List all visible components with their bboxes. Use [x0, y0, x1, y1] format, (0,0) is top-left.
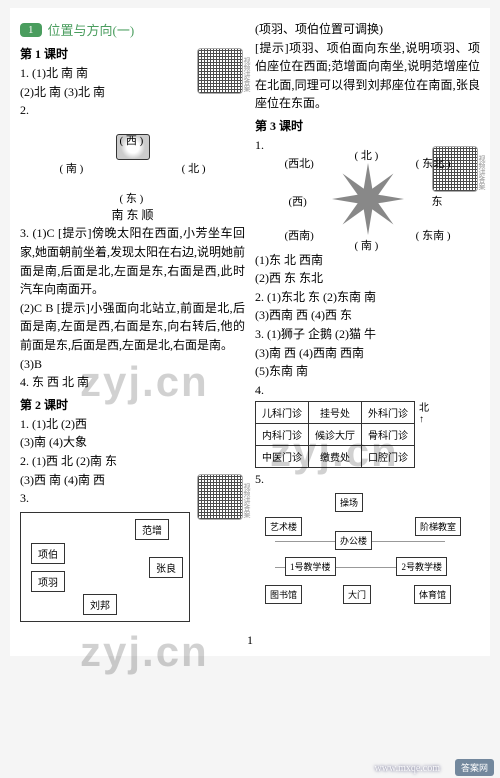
- r2: 2. (1)东北 东 (2)东南 南: [255, 288, 480, 307]
- campus-gym: 体育馆: [414, 585, 451, 604]
- q3a: 3. (1)C [提示]傍晚太阳在西面,小芳坐车回家,她面朝前坐着,发现太阳在右…: [20, 224, 245, 298]
- cell: 口腔门诊: [362, 446, 415, 468]
- dir-south: ( 南 ): [60, 160, 84, 176]
- qr-code-icon: 视频讲答案: [197, 48, 243, 94]
- dir-north: ( 北 ): [182, 160, 206, 176]
- qr-label: 视频讲答案: [477, 155, 487, 190]
- dir-west: ( 西 ): [120, 132, 144, 148]
- campus-lib: 图书馆: [265, 585, 302, 604]
- q2-tail: 南 东 顺: [20, 206, 245, 225]
- campus-stair: 阶梯教室: [415, 517, 461, 536]
- cell: 儿科门诊: [256, 402, 309, 424]
- cell: 骨科门诊: [362, 424, 415, 446]
- compass-s: ( 南 ): [355, 237, 379, 253]
- compass-e: 东: [432, 193, 443, 209]
- q2-head: 2.: [20, 101, 245, 120]
- r3c: (5)东南 南: [255, 362, 480, 381]
- r4: 4.: [255, 381, 480, 400]
- q3b: (2)C B [提示]小强面向北站立,前面是北,后面是南,左面是西,右面是东,向…: [20, 299, 245, 355]
- seating-diagram: 范增 项伯 张良 项羽 刘邦: [20, 512, 190, 622]
- lesson2-title: 第 2 课时: [20, 396, 245, 413]
- left-column: 1 位置与方向(一) 第 1 课时 视频讲答案 1. (1)北 南 南 (2)北…: [20, 20, 245, 626]
- l2q1: 1. (1)北 (2)西: [20, 415, 245, 434]
- cell: 缴费处: [309, 446, 362, 468]
- q4: 4. 东 西 北 南: [20, 373, 245, 392]
- campus-playground: 操场: [335, 493, 363, 512]
- cell: 内科门诊: [256, 424, 309, 446]
- seat-zhangliang: 张良: [149, 557, 183, 578]
- footer-site: www.mxqe.com: [375, 763, 440, 774]
- hospital-table: 儿科门诊 挂号处 外科门诊 内科门诊 候诊大厅 骨科门诊 中医门诊 缴费处 口腔…: [255, 401, 415, 468]
- campus-gate: 大门: [343, 585, 371, 604]
- cell: 外科门诊: [362, 402, 415, 424]
- r3: 3. (1)狮子 企鹅 (2)猫 牛: [255, 325, 480, 344]
- intro1: (项羽、项伯位置可调换): [255, 20, 480, 39]
- qr-label: 视频讲答案: [242, 57, 252, 92]
- cell: 中医门诊: [256, 446, 309, 468]
- compass-diagram: ( 北 ) ( 东北 ) 东 ( 东南 ) ( 南 ) (西南) (西) (西北…: [303, 159, 433, 239]
- campus-art: 艺术楼: [265, 517, 302, 536]
- campus-office: 办公楼: [335, 531, 372, 550]
- campus-t1: 1号教学楼: [285, 557, 336, 576]
- campus-diagram: 操场 艺术楼 办公楼 阶梯教室 1号教学楼 2号教学楼 图书馆 大门 体育馆: [255, 493, 465, 613]
- q3c: (3)B: [20, 355, 245, 374]
- lesson3-title: 第 3 课时: [255, 117, 480, 134]
- section-header: 1 位置与方向(一): [20, 20, 245, 39]
- r2b: (3)西南 西 (4)西 东: [255, 306, 480, 325]
- seat-xiangyu: 项羽: [31, 571, 65, 592]
- compass-se: ( 东南 ): [416, 227, 451, 243]
- seat-fanzeng: 范增: [135, 519, 169, 540]
- cell: 候诊大厅: [309, 424, 362, 446]
- r1: (1)东 北 西南: [255, 251, 480, 270]
- cell: 挂号处: [309, 402, 362, 424]
- section-title: 位置与方向(一): [48, 20, 135, 39]
- qr-label: 视频讲答案: [242, 483, 252, 518]
- compass-sw: (西南): [285, 227, 314, 243]
- compass-nw: (西北): [285, 155, 314, 171]
- compass-n: ( 北 ): [355, 147, 379, 163]
- r1b: (2)西 东 东北: [255, 269, 480, 288]
- right-column: (项羽、项伯位置可调换) [提示]项羽、项伯面向东坐,说明项羽、项伯座位在西面;…: [255, 20, 480, 626]
- seat-liubang: 刘邦: [83, 594, 117, 615]
- l2q2: 2. (1)西 北 (2)南 东: [20, 452, 245, 471]
- section-badge: 1: [20, 23, 42, 37]
- sun-diagram: ( 西 ) ( 南 ) ( 北 ) ( 东 ): [88, 134, 178, 204]
- campus-t2: 2号教学楼: [396, 557, 447, 576]
- seat-xiangbo: 项伯: [31, 543, 65, 564]
- page: 1 位置与方向(一) 第 1 课时 视频讲答案 1. (1)北 南 南 (2)北…: [10, 8, 490, 656]
- l2q1b: (3)南 (4)大象: [20, 433, 245, 452]
- r5: 5.: [255, 470, 480, 489]
- r3b: (3)南 西 (4)西南 西南: [255, 344, 480, 363]
- qr-code-icon: 视频讲答案: [197, 474, 243, 520]
- compass-w: (西): [289, 193, 307, 209]
- page-number: 1: [247, 633, 253, 648]
- compass-ne: ( 东北 ): [416, 155, 451, 171]
- intro2: [提示]项羽、项伯面向东坐,说明项羽、项伯座位在西面;范增面向南坐,说明范增座位…: [255, 39, 480, 113]
- watermark: zyj.cn: [80, 628, 209, 676]
- dir-east: ( 东 ): [120, 190, 144, 206]
- footer-badge: 答案网: [455, 759, 494, 776]
- north-arrow-icon: 北 ↑: [419, 399, 429, 425]
